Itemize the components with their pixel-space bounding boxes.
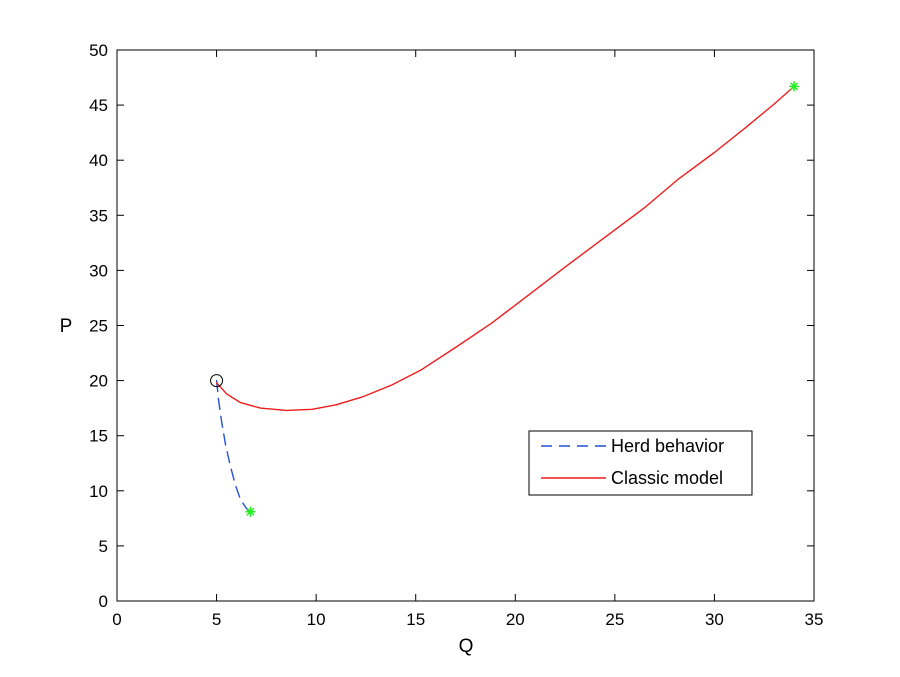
- plot-area: [116, 49, 815, 602]
- legend-box: [528, 430, 753, 496]
- series-layer: [215, 85, 795, 514]
- series-line-1: [215, 85, 795, 412]
- x-tick-label: 25: [605, 610, 624, 629]
- legend-label-classic-model: Classic model: [611, 468, 723, 488]
- x-tick-label: 15: [406, 610, 425, 629]
- x-tick-label: 5: [212, 610, 221, 629]
- x-tick-label: 10: [307, 610, 326, 629]
- marker-layer: [210, 81, 800, 517]
- end-point-marker: [789, 81, 800, 92]
- y-tick-label: 10: [89, 482, 108, 501]
- x-axis-label: Q: [459, 636, 474, 657]
- legend-label-herd-behavior: Herd behavior: [611, 436, 724, 456]
- y-tick-label: 15: [89, 427, 108, 446]
- y-tick-label: 30: [89, 261, 108, 280]
- y-tick-label: 0: [99, 592, 108, 611]
- y-tick-label: 35: [89, 206, 108, 225]
- legend: Herd behavior Classic model: [528, 430, 753, 496]
- y-tick-label: 25: [89, 317, 108, 336]
- y-tick-label: 50: [89, 41, 108, 60]
- y-tick-label: 45: [89, 96, 108, 115]
- y-tick-label: 5: [99, 537, 108, 556]
- x-tick-label: 0: [112, 610, 121, 629]
- x-tick-label: 30: [705, 610, 724, 629]
- y-tick-label: 20: [89, 372, 108, 391]
- series-line-0: [215, 379, 252, 514]
- y-axis-label: P: [60, 316, 73, 337]
- x-tick-label: 35: [805, 610, 824, 629]
- end-point-marker: [245, 506, 256, 517]
- axis-ticks: 0 5 10 15 20 25 30 35 0 5 10 15 20 25 30 35 40 45 50: [89, 41, 823, 629]
- y-tick-label: 40: [89, 151, 108, 170]
- x-tick-label: 20: [506, 610, 525, 629]
- start-point-marker: [210, 374, 224, 388]
